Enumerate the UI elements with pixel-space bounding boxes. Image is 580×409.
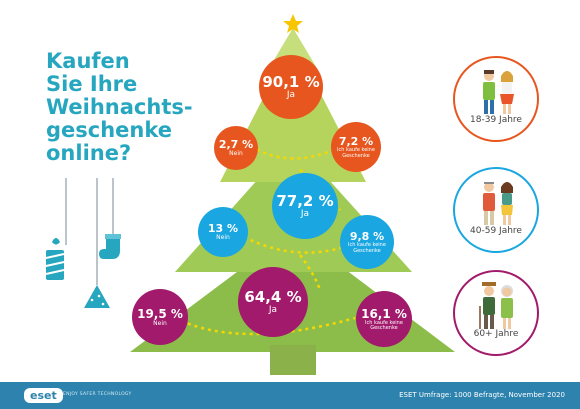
bubble-value: 7,2 %: [338, 135, 374, 148]
mini-tree-ornament-icon: [84, 285, 110, 308]
bubble-label: Nein: [229, 150, 243, 158]
candle-icon: [45, 238, 65, 280]
bubble-label: Ja: [300, 209, 310, 220]
age-group-18-39: 18-39 Jahre: [453, 56, 539, 142]
headline-line-4: geschenke: [46, 118, 173, 142]
headline-line-1: Kaufen: [46, 49, 130, 73]
bubble-label: Nein: [216, 234, 230, 242]
bubble-label: Ich kaufe keine Geschenke: [348, 242, 386, 254]
bubble-value: 16,1 %: [361, 306, 407, 321]
bubble-18-39-nein: 2,7 % Nein: [214, 126, 258, 170]
bubble-value: 19,5 %: [137, 306, 183, 321]
bubble-60plus-keine: 16,1 % Ich kaufe keine Geschenke: [356, 291, 412, 347]
bubble-label: Ich kaufe keine Geschenke: [337, 147, 375, 159]
age-label: 40-59 Jahre: [470, 226, 522, 236]
bubble-label: Ja: [268, 305, 278, 316]
bubble-18-39-keine: 7,2 % Ich kaufe keine Geschenke: [331, 122, 381, 172]
age-label: 60+ Jahre: [473, 329, 519, 339]
bubble-40-59-keine: 9,8 % Ich kaufe keine Geschenke: [340, 215, 394, 269]
headline-line-5: online?: [46, 141, 132, 165]
bubble-value: 77,2 %: [276, 192, 334, 211]
elderly-couple-icon: [479, 282, 513, 329]
headline-line-2: Sie Ihre: [46, 72, 138, 96]
bubble-label: Ich kaufe keine Geschenke: [365, 319, 403, 331]
eset-logo: eset: [24, 388, 63, 403]
headline: Kaufen Sie Ihre Weihnachts- geschenke on…: [46, 50, 196, 165]
garland-3: [174, 316, 356, 336]
age-group-60plus: 60+ Jahre: [453, 270, 539, 356]
bubble-18-39-ja: 90,1 % Ja: [259, 55, 323, 119]
bubble-value: 64,4 %: [244, 288, 302, 307]
stocking-icon: [99, 234, 121, 259]
headline-line-3: Weihnachts-: [46, 95, 193, 119]
bubble-label: Nein: [153, 319, 167, 327]
bubble-value: 9,8 %: [349, 230, 385, 243]
logo-slogan: ENJOY SAFER TECHNOLOGY: [63, 392, 132, 397]
bubble-value: 13 %: [207, 222, 239, 236]
footer-bar: eset ENJOY SAFER TECHNOLOGY ESET Umfrage…: [0, 382, 580, 409]
survey-source: ESET Umfrage: 1000 Befragte, November 20…: [399, 391, 565, 399]
age-group-40-59: 40-59 Jahre: [453, 167, 539, 253]
bubble-label: Ja: [286, 90, 296, 101]
middle-aged-couple-icon: [483, 182, 513, 225]
bubble-60plus-ja: 64,4 % Ja: [238, 267, 308, 337]
bubble-40-59-nein: 13 % Nein: [198, 207, 248, 257]
bubble-value: 90,1 %: [262, 73, 320, 92]
garland-5: [298, 254, 322, 291]
young-couple-icon: [483, 70, 514, 114]
star-icon: [283, 14, 303, 33]
bubble-40-59-ja: 77,2 % Ja: [272, 173, 338, 239]
bubble-60plus-nein: 19,5 % Nein: [132, 289, 188, 345]
age-label: 18-39 Jahre: [470, 115, 522, 125]
tree-trunk: [270, 345, 316, 375]
bubble-value: 2,7 %: [218, 138, 254, 152]
